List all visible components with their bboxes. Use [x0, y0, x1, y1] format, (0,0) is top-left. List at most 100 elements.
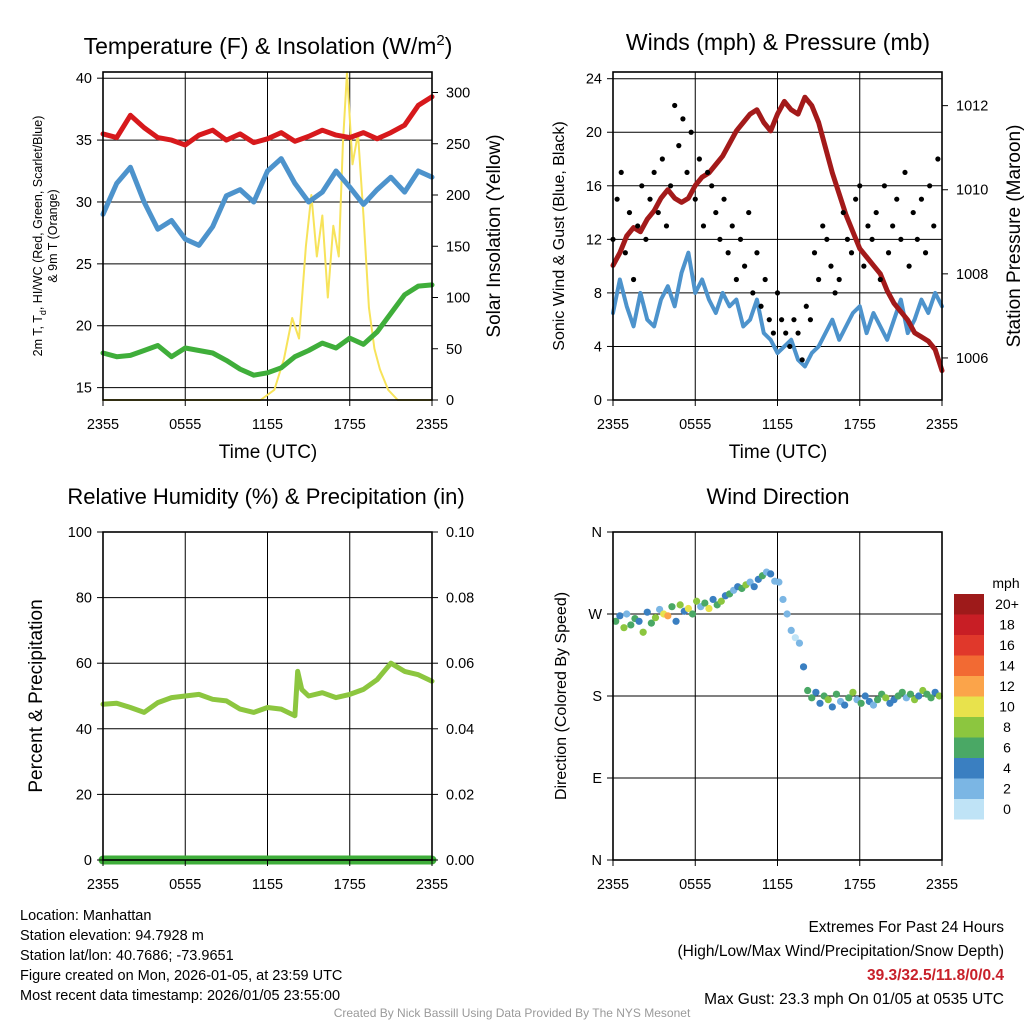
extremes-values: 39.3/32.5/11.8/0/0.4 [866, 967, 1004, 984]
temp-ytick-label: 25 [76, 257, 92, 273]
direction-point [857, 699, 865, 707]
gust-point [848, 250, 855, 256]
gust-point [618, 169, 624, 176]
direction-point [612, 617, 620, 625]
gust-point [762, 276, 768, 283]
direction-point [915, 692, 923, 700]
temp-title-sup: 2 [436, 32, 444, 49]
gust-point [709, 183, 715, 189]
gust-point [922, 250, 929, 256]
temp-xtick-label: 0555 [169, 417, 201, 433]
gust-point [918, 196, 925, 202]
gust-point [655, 209, 661, 216]
gust-point [820, 223, 826, 229]
gust-point [766, 317, 772, 323]
direction-point [779, 595, 787, 604]
direction-point [927, 694, 935, 702]
wdir-title: Wind Direction [706, 484, 849, 509]
gust-point [643, 236, 649, 242]
temp-ylabel-line2: & 9m T (Orange) [46, 189, 60, 282]
gust-point [791, 317, 797, 323]
direction-point [812, 688, 820, 696]
wind-y2label: Station Pressure (Maroon) [1004, 125, 1024, 348]
direction-point [709, 595, 717, 604]
temp-series-td [100, 282, 435, 378]
recent-text: Most recent data timestamp: 2026/01/05 2… [20, 988, 341, 1004]
direction-point [639, 628, 647, 636]
wind-ytick-label: 12 [586, 232, 602, 248]
legend-swatch [954, 655, 984, 676]
gust-point [927, 183, 933, 189]
direction-point [882, 694, 890, 702]
gust-point [787, 343, 793, 350]
gust-point [704, 169, 711, 176]
temp-ylabel-sub: d [38, 310, 48, 315]
extremes-info: Extremes For Past 24 Hours (High/Low/Max… [678, 916, 1005, 1012]
legend-label: 12 [999, 678, 1015, 694]
direction-point [635, 617, 643, 625]
wdir-ytick-label: N [592, 525, 602, 541]
gust-point [647, 196, 653, 202]
gust-point [725, 250, 731, 256]
wind-series-sonic-wind [611, 250, 944, 369]
rh-xtick-label: 0555 [169, 877, 201, 893]
direction-point [668, 603, 676, 611]
direction-point [664, 612, 672, 620]
temp-y2label: Solar Insolation (Yellow) [484, 134, 505, 337]
direction-point [849, 688, 857, 696]
wdir-ytick-label: W [588, 607, 602, 623]
gust-point [865, 223, 871, 229]
gust-point [680, 116, 686, 122]
temp-ytick-label: 35 [76, 133, 92, 149]
temp-y2tick-label: 150 [446, 239, 470, 255]
direction-point [676, 601, 684, 609]
direction-point [705, 604, 713, 613]
gust-point [651, 169, 657, 176]
temp-ylabel-b: , HI/WC (Red, Green, Scarlet/Blue) [31, 116, 45, 311]
temp-y2tick-label: 50 [446, 342, 462, 358]
rh-y2tick-label: 0.06 [446, 656, 474, 672]
legend-swatch [954, 799, 984, 820]
legend-label: 20+ [995, 596, 1019, 612]
latlon-text: Station lat/lon: 40.7686; -73.9651 [20, 948, 234, 964]
temp-title: Temperature (F) & Insolation (W/m2) [84, 32, 453, 59]
gust-point [663, 223, 670, 229]
direction-point [828, 703, 836, 711]
gust-point [877, 276, 883, 283]
wind-title: Winds (mph) & Pressure (mb) [626, 29, 930, 55]
gust-point [840, 209, 846, 216]
direction-point [804, 686, 812, 695]
legend-swatch [954, 696, 984, 717]
direction-point [787, 626, 795, 635]
legend-label: 2 [1003, 781, 1011, 797]
wind-y2tick-label: 1006 [956, 351, 988, 367]
legend-swatch [954, 594, 984, 615]
gust-point [816, 276, 822, 283]
legend-swatch [954, 676, 984, 697]
gust-point [746, 209, 752, 216]
wind-xtick-label: 1755 [844, 417, 876, 433]
direction-point [799, 663, 808, 671]
direction-point [775, 578, 783, 586]
gust-point [844, 236, 851, 242]
direction-point [783, 610, 791, 618]
gust-point [824, 236, 830, 242]
gust-point [635, 223, 641, 229]
direction-point [841, 701, 849, 709]
gust-point [881, 183, 888, 189]
direction-point [717, 597, 725, 605]
direction-point [898, 688, 906, 696]
gust-point [853, 196, 859, 202]
wind-ylabel: Sonic Wind & Gust (Blue, Black) [551, 121, 568, 350]
gust-point [676, 143, 682, 149]
rh-series-rh [100, 660, 435, 719]
gust-point [795, 330, 801, 336]
gust-point [898, 236, 904, 242]
wind-xtick-label: 2355 [597, 417, 629, 433]
wind-y2tick-label: 1008 [956, 267, 988, 283]
gust-point [692, 196, 698, 202]
direction-point [684, 604, 692, 613]
gust-point [910, 209, 916, 216]
legend-swatch [954, 778, 984, 799]
